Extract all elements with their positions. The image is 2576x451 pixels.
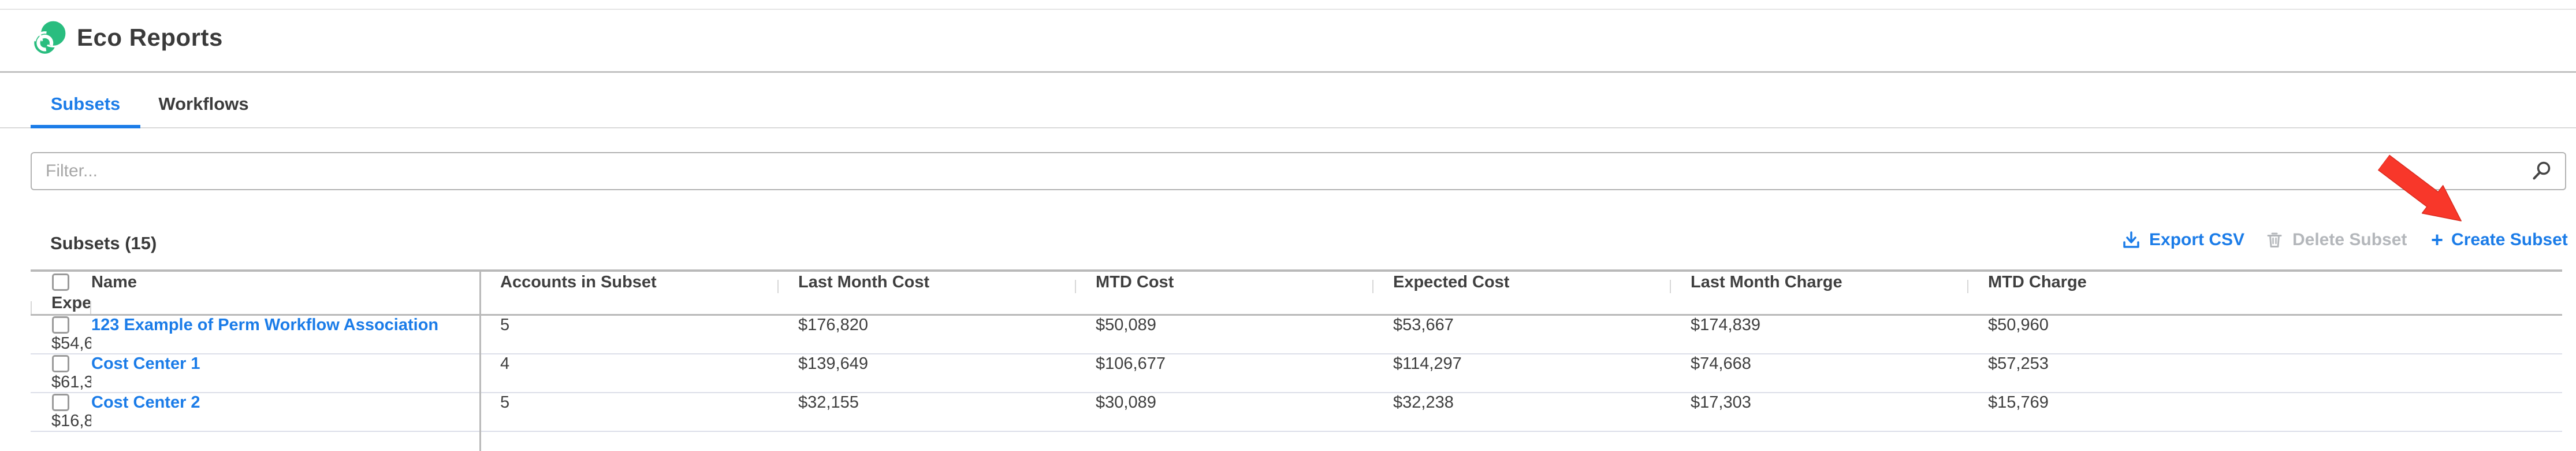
export-csv-button[interactable]: Export CSV [2121,230,2244,250]
last-month-cost-cell: $176,820 [798,316,868,334]
row-checkbox[interactable] [52,355,69,373]
column-header-name: Name [91,272,137,291]
expected-cost-cell: $32,238 [1393,393,1454,412]
accounts-cell: 4 [500,354,510,373]
table-row: Cost Center 1 4 $139,649 $106,677 $114,2… [31,354,2562,393]
subsets-count-heading: Subsets (15) [50,233,157,253]
filter-input[interactable] [31,152,2566,190]
create-subset-label: Create Subset [2451,230,2568,249]
delete-subset-button[interactable]: Delete Subset [2265,230,2407,250]
column-header-mtd-cost: MTD Cost [1075,272,1372,293]
mtd-charge-cell: $50,960 [1988,316,2049,334]
expected-cost-cell: $114,297 [1393,354,1462,373]
subset-name-link[interactable]: Cost Center 1 [91,354,200,373]
table-header-row: Name Accounts in Subset Last Month Cost … [31,272,2562,316]
filter-container [31,152,2566,190]
subset-name-link[interactable]: Cost Center 2 [91,393,200,412]
row-checkbox[interactable] [52,394,69,412]
row-checkbox-cell [31,316,91,335]
subset-name-link[interactable]: 123 Example of Perm Workflow Association [91,316,439,334]
mtd-cost-cell: $50,089 [1096,316,1156,334]
last-month-cost-cell: $32,155 [798,393,859,412]
mtd-charge-cell: $15,769 [1988,393,2049,412]
expected-cost-cell: $53,667 [1393,316,1454,334]
last-month-charge-cell: $17,303 [1691,393,1751,412]
header-checkbox-cell [31,272,91,293]
download-icon [2123,231,2139,248]
export-csv-label: Export CSV [2149,230,2245,249]
expected-charge-cell: $16,896 [51,412,91,431]
app-header: Eco Reports [31,19,223,56]
tab-workflows[interactable]: Workflows [140,81,267,127]
row-checkbox-cell [31,354,91,374]
eco-logo-icon [33,19,68,55]
delete-subset-label: Delete Subset [2292,230,2407,249]
mtd-charge-cell: $57,253 [1988,354,2049,373]
table-row: Cost Center 2 5 $32,155 $30,089 $32,238 … [31,393,2562,432]
tab-workflows-label: Workflows [158,94,249,114]
column-header-accounts: Accounts in Subset [500,272,657,291]
column-header-last-month-charge: Last Month Charge [1670,272,1967,293]
row-checkbox[interactable] [52,316,69,334]
trash-icon [2267,232,2282,247]
column-header-last-month-cost: Last Month Cost [777,272,1075,293]
create-subset-button[interactable]: + Create Subset [2431,230,2568,250]
column-header-expected-cost: Expected Cost [1372,272,1670,293]
tab-subsets-label: Subsets [50,94,121,114]
last-month-charge-cell: $174,839 [1691,316,1760,334]
column-header-expected-charge: Expected Charge [31,293,91,314]
table-row: 123 Example of Perm Workflow Association… [31,316,2562,354]
search-icon[interactable] [2530,160,2552,182]
top-hairline [0,9,2576,10]
name-column-divider [479,272,481,451]
expected-charge-cell: $61,343 [51,373,91,392]
select-all-checkbox[interactable] [52,273,69,291]
header-divider [0,71,2576,73]
tab-bar: Subsets Workflows [0,81,2576,128]
tab-subsets[interactable]: Subsets [31,81,140,128]
subsets-table: Name Accounts in Subset Last Month Cost … [31,269,2562,451]
page-title: Eco Reports [77,24,223,51]
accounts-cell: 5 [500,316,510,334]
column-header-mtd-charge: MTD Charge [1967,272,2265,293]
expected-charge-cell: $54,600 [51,334,91,353]
mtd-cost-cell: $106,677 [1096,354,1166,373]
last-month-charge-cell: $74,668 [1691,354,1751,373]
last-month-cost-cell: $139,649 [798,354,868,373]
row-checkbox-cell [31,393,91,412]
plus-icon: + [2431,228,2444,252]
mtd-cost-cell: $30,089 [1096,393,1156,412]
accounts-cell: 5 [500,393,510,412]
